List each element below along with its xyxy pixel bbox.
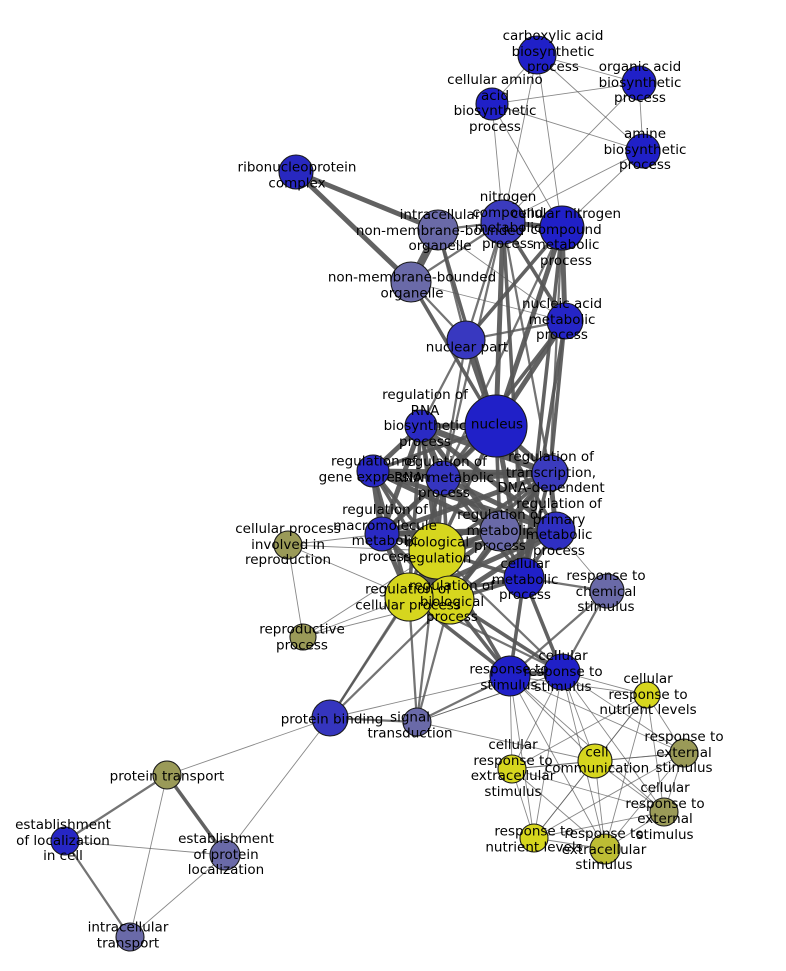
graph-node-response-to-stimulus[interactable] [489,655,531,697]
graph-edge [509,675,665,813]
graph-edge [509,675,535,839]
graph-node-response-to-extracellular-stimulus[interactable] [589,833,621,865]
graph-edge [548,319,567,475]
graph-node-reproductive-process[interactable] [289,623,317,651]
graph-edge [561,671,665,813]
graph-node-cellular-nitrogen-compound-metabolic-process[interactable] [539,205,585,251]
graph-edge [493,219,506,429]
graph-node-cell-communication[interactable] [577,743,613,779]
graph-edge [370,468,553,476]
graph-node-protein-binding[interactable] [311,699,349,737]
graph-node-cellular-amino-acid-biosynthetic-process[interactable] [475,87,509,121]
graph-node-regulation-of-metabolic-process[interactable] [479,510,521,552]
graph-edge [441,338,468,480]
graph-node-cellular-response-to-external-stimulus[interactable] [649,797,679,827]
graph-edge [435,549,564,674]
graph-edge [502,82,640,223]
graph-edge [533,752,685,839]
graph-node-protein-transport[interactable] [152,760,182,790]
graph-edge [293,169,441,233]
graph-node-intracellular-transport[interactable] [115,922,145,952]
graph-edge [604,694,648,850]
graph-edge [604,752,685,850]
graph-node-regulation-of-transcription-dna-dependent[interactable] [531,454,569,492]
graph-edge [416,671,563,723]
graph-edge [508,589,609,678]
graph-edge [166,717,331,776]
graph-node-regulation-of-cellular-process[interactable] [384,572,434,622]
graph-node-cellular-metabolic-process[interactable] [503,557,545,599]
graph-node-nucleic-acid-metabolic-process[interactable] [546,302,584,340]
graph-node-regulation-of-primary-metabolic-process[interactable] [536,511,576,551]
graph-edge [646,694,665,813]
graph-edge [502,54,538,223]
graph-edge [491,103,644,152]
graph-edge [533,671,563,839]
graph-edge [511,768,665,813]
graph-node-organic-acid-biosynthetic-process[interactable] [621,65,657,101]
graph-node-non-membrane-bounded-organelle[interactable] [390,261,432,303]
graph-edge [548,226,564,475]
graph-node-regulation-of-rna-metabolic-process[interactable] [425,460,461,496]
graph-edge [293,169,414,285]
graph-edge [64,840,226,856]
graph-edge [370,468,503,534]
graph-edge [491,103,563,229]
graph-node-response-to-external-stimulus[interactable] [669,738,699,768]
graph-node-response-to-nutrient-levels[interactable] [519,823,549,853]
graph-node-amine-biosynthetic-process[interactable] [625,133,661,169]
graph-edge [491,82,640,105]
graph-edge [63,839,132,939]
graph-node-regulation-of-gene-expression[interactable] [356,454,390,488]
graph-edge [502,150,644,223]
graph-edge [407,424,423,599]
graph-edge [533,811,665,839]
graph-edge [415,549,439,724]
graph-edge [410,281,566,322]
graph-edge [511,694,648,770]
graph-edge [536,54,644,152]
graph-edge [63,773,169,843]
graph-node-nucleus[interactable] [464,394,528,458]
graph-edge [328,598,452,720]
graph-node-response-to-chemical-stimulus[interactable] [589,573,625,609]
graph-node-biological-regulation[interactable] [408,522,466,580]
graph-node-nuclear-part[interactable] [446,320,486,360]
graph-node-regulation-of-macromolecule-metabolic-process[interactable] [364,516,400,552]
graph-edge [437,229,566,322]
graph-edge [416,721,596,762]
graph-edge [509,675,606,850]
graph-node-establishment-of-protein-localization[interactable] [209,839,241,871]
graph-node-nitrogen-compound-metabolic-process[interactable] [480,199,526,245]
graph-edge [129,854,226,938]
graph-edge [129,774,168,938]
graph-node-ribonucleoprotein-complex[interactable] [278,154,314,190]
graph-edge [511,768,606,850]
graph-edge [536,54,563,229]
graph-edge [370,468,559,534]
graph-edge [165,773,227,857]
graph-node-signal-transduction[interactable] [402,707,432,737]
graph-node-cellular-response-to-nutrient-levels[interactable] [633,681,661,709]
graph-edge [287,544,304,638]
graph-edge [561,671,685,754]
graph-node-regulation-of-rna-biosynthetic-process[interactable] [404,409,438,443]
graph-node-cellular-response-to-stimulus[interactable] [543,653,581,691]
graph-edge [501,220,552,475]
graph-edge [224,717,331,856]
graph-node-cellular-response-to-extracellular-stimulus[interactable] [497,754,527,784]
graph-edge [329,675,511,719]
graph-edge [509,675,648,696]
graph-node-establishment-of-localization-in-cell[interactable] [50,826,80,856]
graph-node-intracellular-non-membrane-bounded-organelle[interactable] [417,209,459,251]
graph-node-cellular-process-involved-in-reproduction[interactable] [273,530,303,560]
graph-node-carboxylic-acid-biosynthetic-process[interactable] [517,35,557,75]
graph-edge [509,675,685,754]
